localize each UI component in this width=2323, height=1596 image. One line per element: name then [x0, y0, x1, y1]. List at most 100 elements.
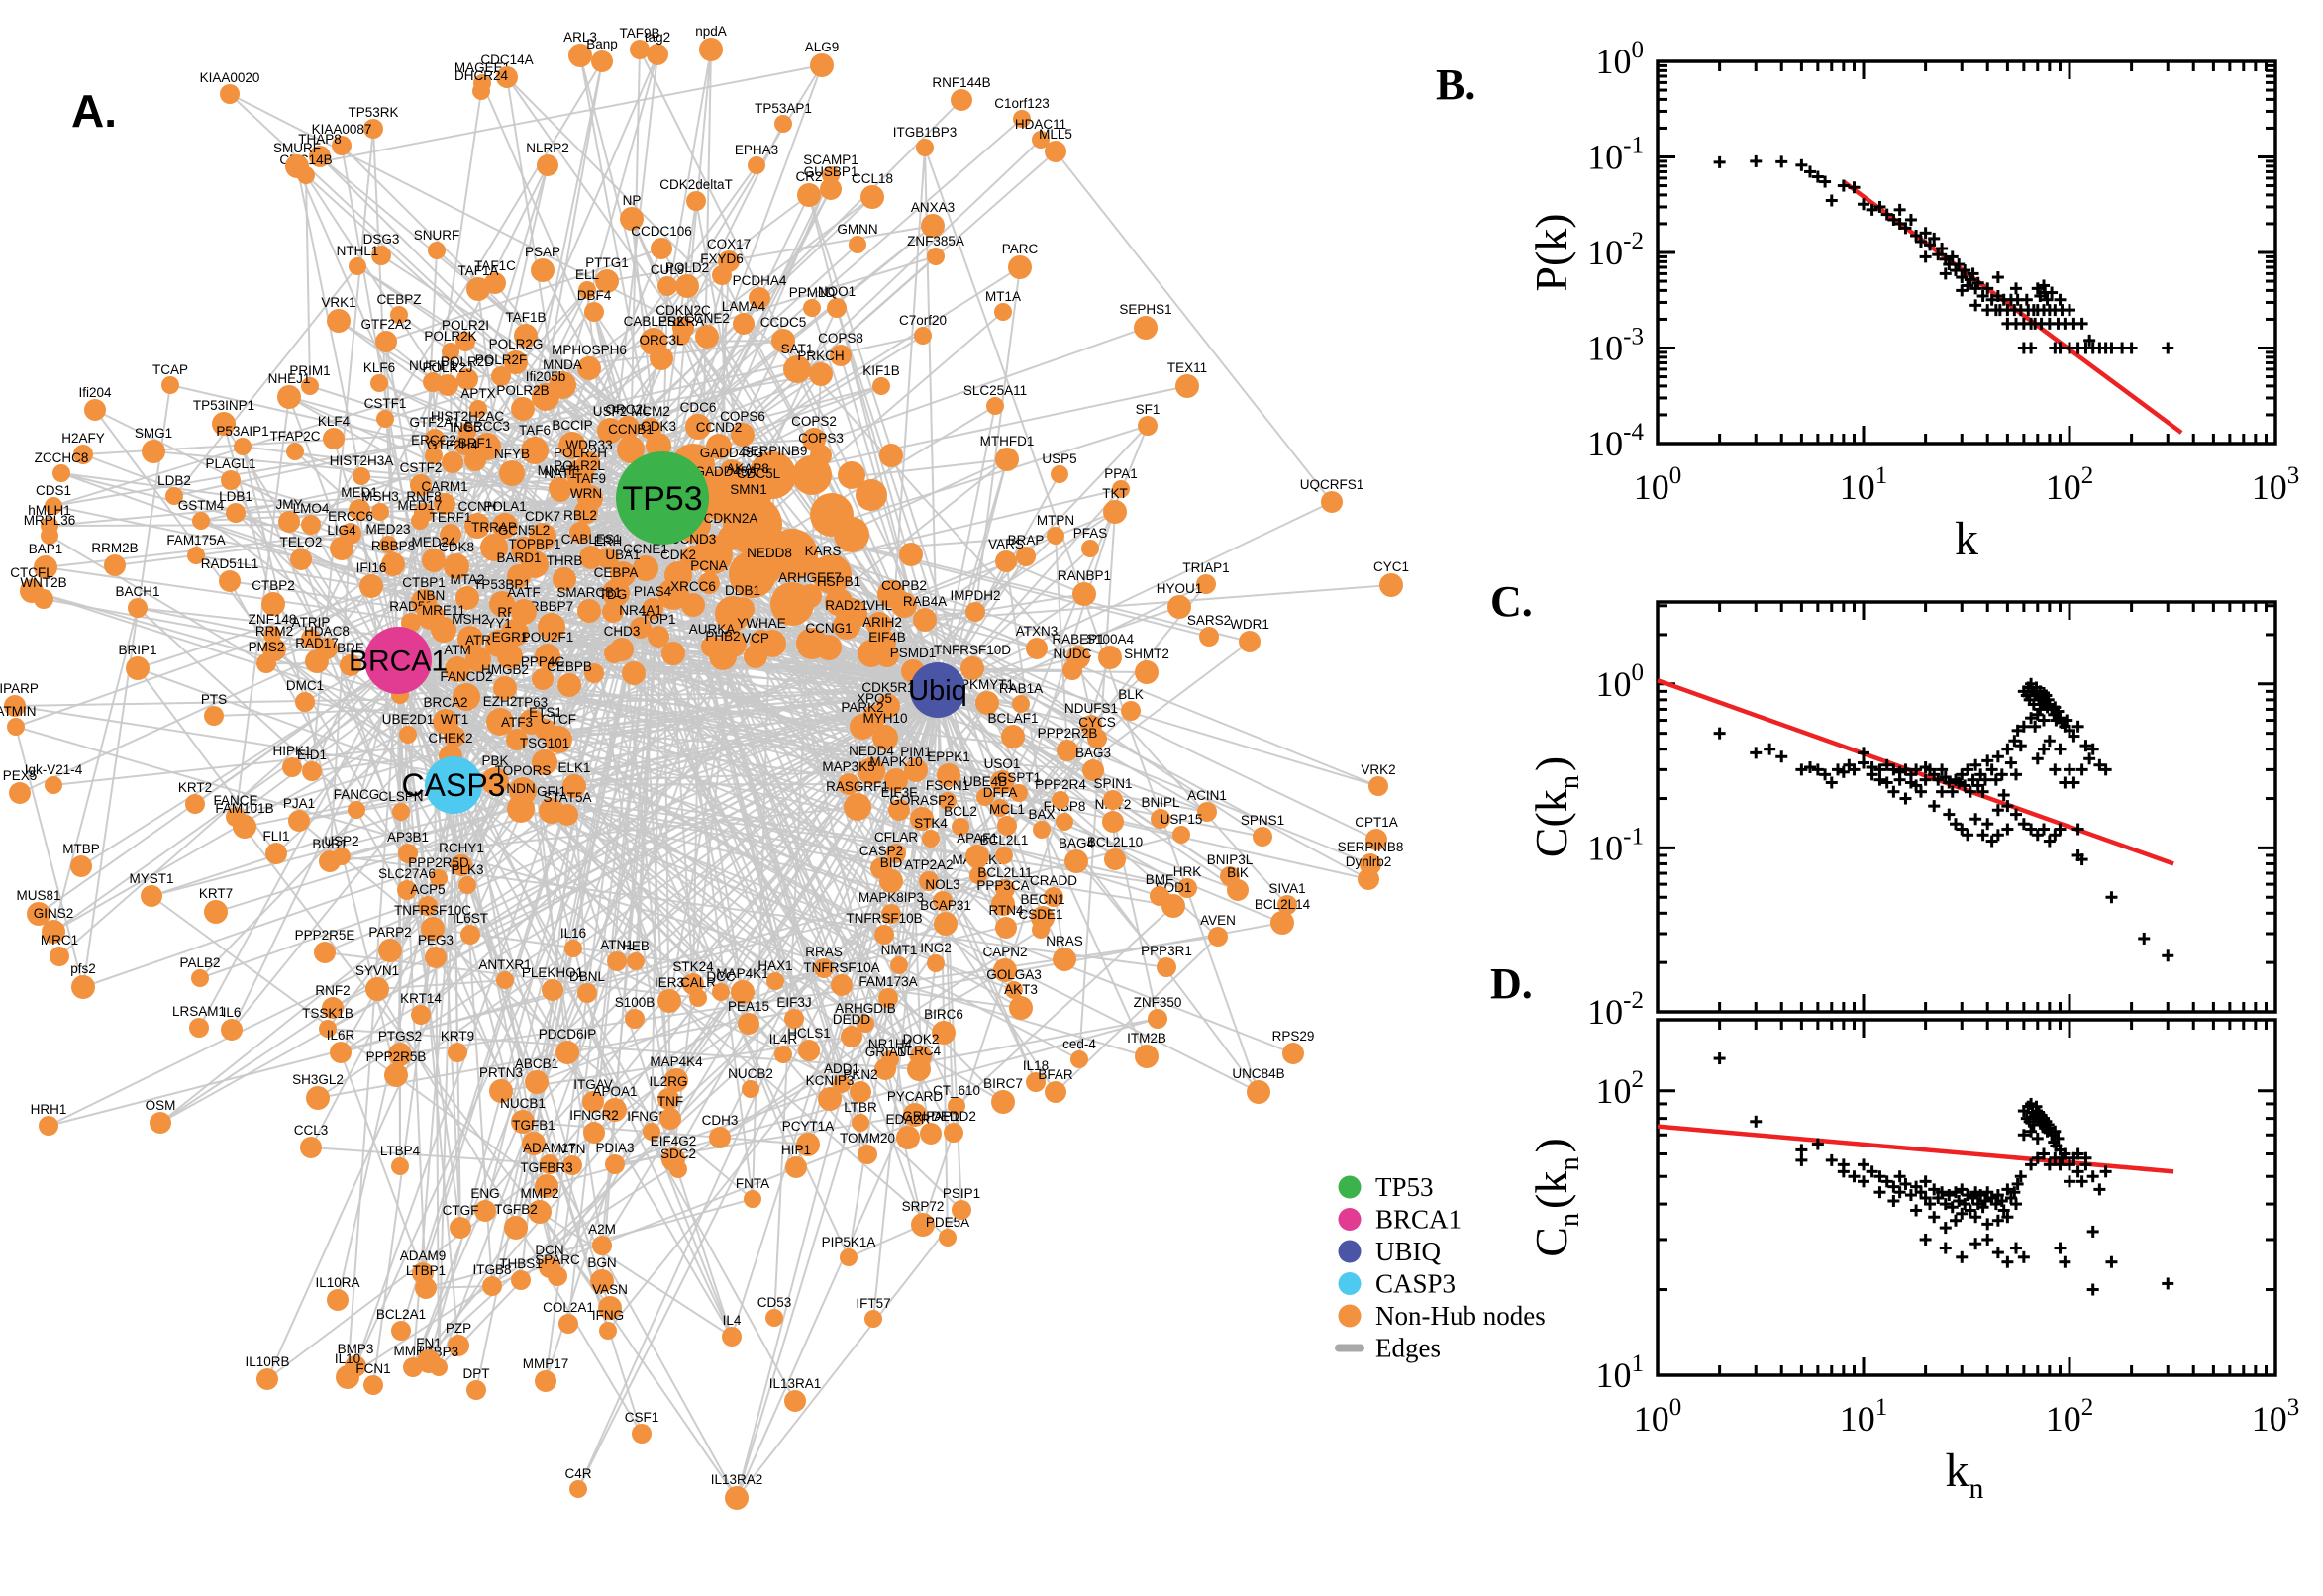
network-node	[632, 1424, 652, 1444]
network-node-label: P53AIP1	[216, 424, 268, 439]
network-node	[990, 770, 1014, 794]
network-node-label: MSH2	[452, 612, 489, 627]
network-node	[375, 331, 397, 352]
network-node	[34, 589, 53, 609]
network-node	[1013, 110, 1031, 128]
network-node	[9, 782, 31, 804]
network-node-label: BRE	[337, 641, 364, 655]
axis-tick-label: 102	[2046, 462, 2094, 507]
network-node	[300, 1137, 322, 1158]
network-node-label: S100B	[615, 995, 656, 1010]
network-node	[969, 866, 987, 884]
network-node-label: PCDHA4	[733, 273, 787, 288]
network-node-label: MAGEE1	[454, 60, 510, 75]
network-node	[71, 975, 95, 999]
axis-tick-label: 10-2	[1587, 228, 1644, 272]
network-node	[798, 584, 822, 608]
network-node	[1379, 573, 1403, 597]
network-node-label: MNDA	[543, 357, 582, 372]
network-node	[302, 761, 322, 781]
network-node	[744, 1190, 761, 1208]
network-edge	[930, 838, 1037, 1083]
network-node	[371, 246, 391, 265]
network-node	[712, 478, 740, 506]
network-edge	[38, 659, 399, 915]
network-node	[535, 1174, 558, 1198]
network-node	[388, 1043, 412, 1066]
network-node	[1008, 255, 1032, 279]
network-node-label: BCL2L11	[977, 865, 1032, 880]
network-core-blob	[899, 543, 923, 566]
network-node	[397, 880, 417, 900]
network-node-label: NDN	[506, 781, 535, 796]
network-node	[995, 448, 1019, 471]
network-node	[391, 1321, 411, 1341]
axis-tick-label: 101	[1840, 1394, 1888, 1439]
network-node-label: BRCA2	[423, 695, 467, 710]
network-node	[993, 958, 1017, 982]
network-node-label: HIPK1	[272, 744, 311, 758]
network-node	[332, 136, 352, 155]
network-node	[1103, 790, 1123, 810]
network-node	[363, 119, 383, 139]
network-node-label: HRH1	[31, 1102, 67, 1117]
network-node-label: SHMT2	[1124, 647, 1169, 661]
network-node-label: POLA1	[483, 499, 527, 514]
network-edge	[341, 855, 1167, 968]
network-node	[1365, 829, 1387, 850]
network-node	[301, 515, 321, 535]
network-node	[577, 983, 597, 1003]
network-node	[659, 1108, 681, 1130]
network-node-label: LTBR	[844, 1100, 877, 1115]
network-node	[474, 1200, 496, 1222]
axis-tick-label: 10-4	[1587, 419, 1644, 463]
network-node-label: CTBP1	[402, 575, 446, 590]
network-node-label: USP5	[1042, 451, 1076, 466]
network-node	[831, 974, 853, 996]
axis-label: C(kn )	[1526, 756, 1585, 857]
network-node	[1026, 638, 1048, 659]
network-edge	[384, 341, 655, 420]
network-node	[991, 892, 1015, 916]
network-node	[359, 574, 383, 598]
network-node-label: KRT14	[400, 991, 442, 1006]
network-node-label: TOP1	[641, 612, 675, 627]
network-node-label: NAT1	[544, 466, 577, 481]
network-node	[997, 816, 1017, 836]
network-node-label: SDC2	[660, 1147, 696, 1161]
network-node	[995, 550, 1017, 572]
network-node	[736, 496, 761, 522]
network-node	[349, 499, 370, 521]
network-node-label: BNIP3L	[1207, 852, 1254, 867]
network-node	[810, 445, 832, 466]
network-node-label: BCAP31	[920, 898, 971, 913]
network-node-label: BUB1	[312, 837, 347, 851]
network-node-label: BAG4	[1059, 836, 1095, 850]
network-node-label: MED17	[397, 498, 442, 513]
network-node	[538, 613, 565, 641]
network-node	[282, 757, 302, 777]
network-node-label: PTGS2	[378, 1029, 422, 1044]
network-node-label: BECN1	[1020, 892, 1064, 907]
network-node-label: SNURF	[414, 228, 460, 243]
network-node-label: DEDD	[833, 1012, 871, 1027]
plot-frame	[1656, 600, 2277, 1014]
network-node-label: FANCE	[213, 793, 257, 808]
network-node	[927, 248, 945, 265]
network-node	[234, 438, 252, 455]
network-node	[907, 1057, 931, 1081]
network-edge	[410, 428, 652, 624]
network-node-label: CCL18	[852, 171, 893, 186]
network-node-label: COPS2	[791, 414, 837, 429]
network-node	[535, 1370, 556, 1392]
network-node	[442, 451, 463, 473]
network-edge	[545, 497, 663, 1382]
network-node	[464, 449, 486, 471]
network-edge	[397, 659, 459, 1347]
network-node	[482, 1276, 502, 1296]
network-node	[504, 350, 528, 374]
network-node	[187, 547, 205, 564]
network-edge	[397, 659, 594, 1103]
